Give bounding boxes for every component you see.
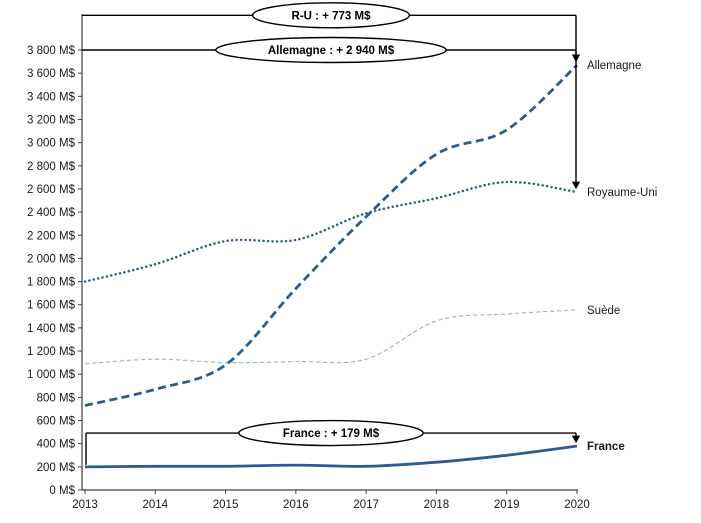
y-tick-label: 1 800 M$ — [27, 277, 76, 289]
y-tick-label: 3 800 M$ — [27, 45, 76, 57]
y-tick-label: 1 000 M$ — [27, 369, 76, 381]
x-tick-label: 2013 — [72, 499, 98, 511]
y-tick-label: 3 000 M$ — [27, 138, 76, 150]
y-tick-label: 600 M$ — [37, 416, 76, 428]
series-end-label-royaume-uni: Royaume-Uni — [587, 187, 657, 199]
x-tick-label: 2014 — [142, 499, 168, 511]
x-tick-label: 2019 — [494, 499, 520, 511]
x-tick-label: 2015 — [213, 499, 239, 511]
y-tick-label: 200 M$ — [37, 462, 76, 474]
annotation-arrowhead-icon — [571, 435, 581, 444]
y-tick-label: 2 000 M$ — [27, 253, 76, 265]
series-layer — [83, 64, 579, 469]
y-tick-label: 800 M$ — [37, 392, 76, 404]
annotation-label: R-U : + 773 M$ — [292, 10, 372, 22]
x-tick-label: 2017 — [353, 499, 379, 511]
series-line-royaume-uni — [83, 180, 579, 283]
annotation-label: France : + 179 M$ — [283, 428, 380, 440]
y-tick-label: 1 200 M$ — [27, 346, 76, 358]
series-line-su-de — [84, 309, 578, 365]
annotation-ellipse — [215, 36, 447, 64]
y-tick-label: 2 200 M$ — [27, 230, 76, 242]
x-tick-label: 2018 — [424, 499, 450, 511]
annotation-label: Allemagne : + 2 940 M$ — [268, 45, 395, 57]
annotation-ellipse — [238, 419, 424, 447]
y-tick-label: 400 M$ — [37, 439, 76, 451]
x-tick-label: 2016 — [283, 499, 309, 511]
x-tick-label: 2020 — [564, 499, 590, 511]
axes-layer: 0 M$ 200 M$ 400 M$ 600 M$ 800 M$ 1 000 M$ 1 20… — [27, 14, 590, 511]
y-tick-label: 2 800 M$ — [27, 161, 76, 173]
series-line-france — [84, 444, 578, 469]
series-line-allemagne — [84, 64, 578, 407]
series-end-labels-layer: Suède Royaume-Uni Allemagne France — [587, 60, 657, 453]
annotation-arrowhead-icon — [571, 181, 581, 190]
y-tick-label: 3 400 M$ — [27, 91, 76, 103]
y-tick-label: 0 M$ — [49, 485, 75, 497]
y-tick-label: 3 200 M$ — [27, 114, 76, 126]
y-tick-label: 1 400 M$ — [27, 323, 76, 335]
series-end-label-france: France — [587, 441, 625, 453]
annotation-ellipse — [251, 2, 411, 29]
y-tick-label: 1 600 M$ — [27, 300, 76, 312]
annotations-layer: R-U : + 773 M$ Allemagne : + 2 940 M$ Fran… — [82, 2, 581, 465]
y-tick-label: 3 600 M$ — [27, 68, 76, 80]
annotation-arrowhead-icon — [571, 54, 581, 63]
series-end-label-allemagne: Allemagne — [587, 60, 641, 72]
series-end-label-su-de: Suède — [587, 305, 620, 317]
y-tick-label: 2 400 M$ — [27, 207, 76, 219]
y-tick-label: 2 600 M$ — [27, 184, 76, 196]
